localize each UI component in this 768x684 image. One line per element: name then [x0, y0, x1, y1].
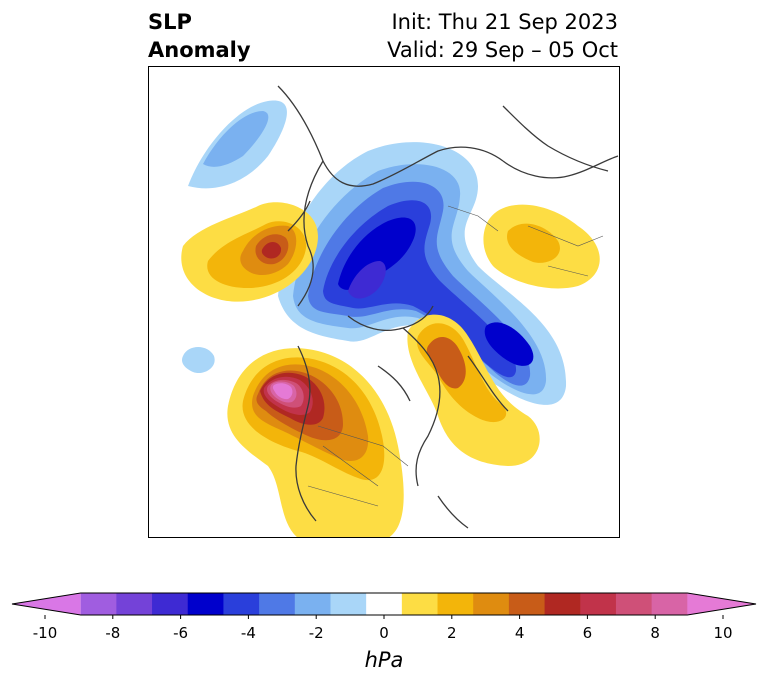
colorbar-segment: [651, 593, 688, 615]
anomaly-map: [148, 66, 620, 538]
colorbar-segment: [259, 593, 296, 615]
title-line-2: Anomaly: [148, 38, 251, 62]
colorbar-segment: [330, 593, 367, 615]
colorbar-extend-max: [687, 593, 756, 615]
colorbar-ticks: -10 -8 -6 -4 -2 0 2 4 6 8 10: [33, 615, 733, 642]
coastlines: [277, 85, 619, 529]
colorbar-tick-label: 8: [650, 624, 660, 642]
colorbar-segment: [116, 593, 153, 615]
colorbar-segment: [544, 593, 581, 615]
colorbar-segment: [294, 593, 331, 615]
colorbar-unit-label: hPa: [365, 648, 404, 672]
colorbar-tick-label: -2: [309, 624, 324, 642]
negative-anomaly-arctic: [278, 142, 567, 405]
colorbar: -10 -8 -6 -4 -2 0 2 4 6 8 10 hPa: [11, 592, 757, 672]
colorbar-segments: [11, 592, 757, 616]
colorbar-tick-label: -8: [105, 624, 120, 642]
colorbar-segment: [473, 593, 510, 615]
colorbar-segment: [508, 593, 546, 615]
colorbar-segment: [187, 593, 224, 615]
borders: [307, 205, 604, 507]
positive-anomaly-eastern-canada: [407, 314, 540, 466]
colorbar-outline: [11, 592, 757, 616]
negative-anomaly-pacific-small: [182, 347, 215, 374]
colorbar-tick-label: 4: [515, 624, 525, 642]
title-line-1: SLP: [148, 10, 192, 34]
colorbar-extend-min: [12, 593, 81, 615]
colorbar-segment: [580, 593, 617, 615]
colorbar-tick-label: 0: [379, 624, 389, 642]
colorbar-segment: [366, 593, 403, 615]
colorbar-tick-label: 6: [583, 624, 593, 642]
positive-anomaly-ne-pacific: [181, 202, 318, 302]
colorbar-tick-label: -10: [33, 624, 58, 642]
colorbar-tick-label: 10: [713, 624, 732, 642]
colorbar-segment: [401, 593, 439, 615]
valid-date-range: Valid: 29 Sep – 05 Oct: [387, 38, 618, 62]
colorbar-tick-label: -6: [173, 624, 188, 642]
forecast-dates: Init: Thu 21 Sep 2023 Valid: 29 Sep – 05…: [387, 8, 618, 64]
colorbar-segment: [223, 593, 260, 615]
colorbar-segment: [615, 593, 653, 615]
colorbar-tick-label: 2: [447, 624, 457, 642]
colorbar-segment: [437, 593, 474, 615]
colorbar-segment: [152, 593, 189, 615]
map-title: SLP Anomaly: [148, 8, 251, 64]
colorbar-tick-label: -4: [241, 624, 256, 642]
init-date: Init: Thu 21 Sep 2023: [391, 10, 618, 34]
positive-anomaly-gulf-of-alaska: [227, 348, 404, 538]
negative-anomaly-siberia: [188, 100, 287, 189]
colorbar-segment: [80, 593, 117, 615]
